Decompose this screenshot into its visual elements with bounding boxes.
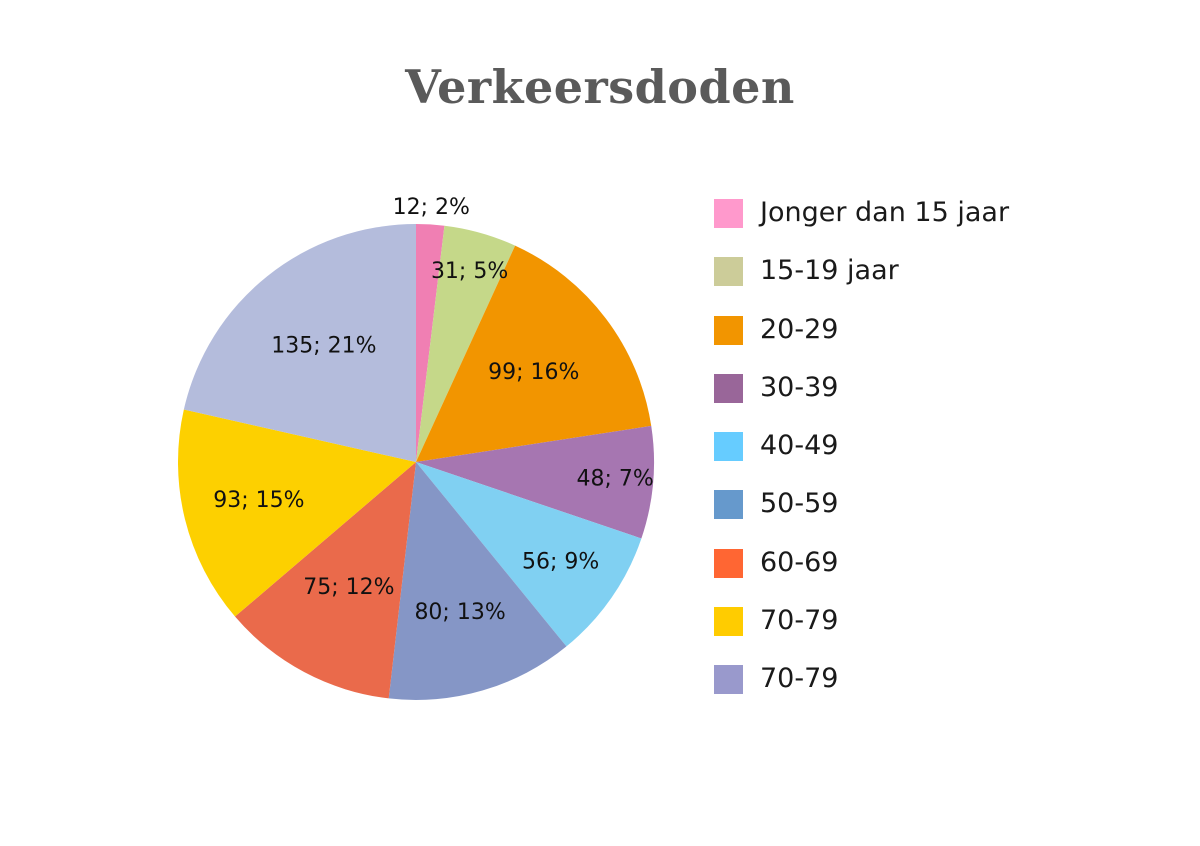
pie-slice <box>388 462 567 700</box>
legend-label: 70-79 <box>760 605 839 637</box>
legend-label: 20-29 <box>760 313 839 345</box>
legend-swatch <box>714 373 743 403</box>
legend-label: 70-79 <box>760 663 839 695</box>
slice-data-label: 48; 7% <box>577 467 654 492</box>
slice-data-label: 31; 5% <box>431 259 508 284</box>
chart-title: Verkeersdoden <box>405 60 795 114</box>
legend-item: Jonger dan 15 jaar <box>714 193 1174 251</box>
legend-swatch <box>714 432 743 462</box>
slice-data-label: 80; 13% <box>414 600 505 625</box>
chart-legend: Jonger dan 15 jaar 15-19 jaar 20-29 30-39 40… <box>714 193 1174 718</box>
legend-swatch <box>714 257 743 287</box>
legend-swatch <box>714 315 743 345</box>
slice-data-label: 93; 15% <box>213 488 304 513</box>
legend-swatch <box>714 665 743 695</box>
legend-label: 30-39 <box>760 371 839 403</box>
slice-data-label: 99; 16% <box>488 360 579 385</box>
pie-slice <box>416 225 516 462</box>
slice-data-label: 56; 9% <box>522 549 599 574</box>
legend-item: 40-49 <box>714 426 1174 484</box>
legend-swatch <box>714 607 743 637</box>
slice-data-label: 75; 12% <box>303 575 394 600</box>
legend-item: 70-79 <box>714 659 1174 717</box>
legend-label: Jonger dan 15 jaar <box>760 197 1010 228</box>
legend-item: 20-29 <box>714 310 1174 368</box>
legend-label: 60-69 <box>760 546 839 578</box>
pie-slice <box>416 462 642 647</box>
slice-data-label: 12; 2% <box>393 195 470 220</box>
legend-item: 15-19 jaar <box>714 251 1174 309</box>
pie-slice <box>183 224 416 462</box>
legend-item: 30-39 <box>714 368 1174 426</box>
pie-slice <box>235 462 416 699</box>
legend-swatch <box>714 490 743 520</box>
slice-data-label: 135; 21% <box>271 334 376 359</box>
legend-item: 50-59 <box>714 484 1174 542</box>
pie-slice <box>416 245 652 462</box>
legend-label: 50-59 <box>760 488 839 520</box>
pie-slice <box>177 409 416 617</box>
legend-item: 70-79 <box>714 601 1174 659</box>
legend-label: 40-49 <box>760 430 839 462</box>
legend-swatch <box>714 199 743 228</box>
legend-item: 60-69 <box>714 543 1174 601</box>
legend-swatch <box>714 548 743 578</box>
legend-label: 15-19 jaar <box>760 255 899 287</box>
pie-slice <box>416 224 445 462</box>
pie-slice <box>416 425 654 539</box>
